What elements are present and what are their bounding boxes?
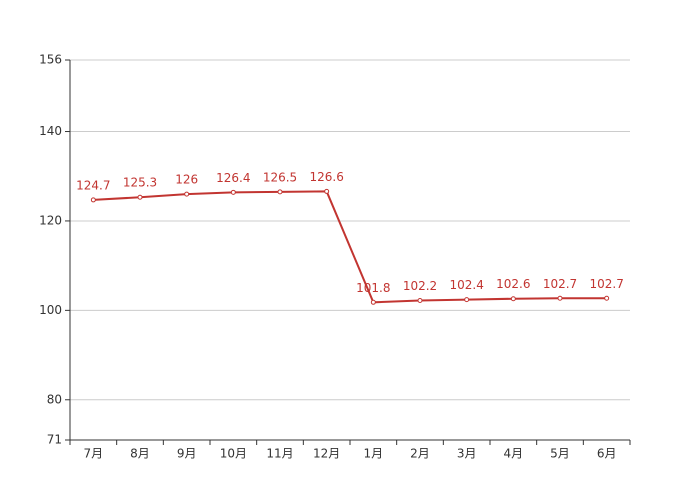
value-label: 124.7 [76,178,110,192]
x-tick-label: 11月 [266,447,293,461]
x-tick-label: 5月 [550,447,570,461]
value-label: 102.6 [496,277,530,291]
point [510,296,516,302]
point [370,299,376,305]
value-label: 101.8 [356,281,390,295]
value-label: 126 [175,173,198,187]
y-tick-label: 120 [39,213,62,227]
x-tick-label: 7月 [84,447,104,461]
x-tick-label: 3月 [457,447,477,461]
y-tick-label: 100 [39,303,62,317]
y-tick-label: 80 [47,392,62,406]
x-tick-label: 6月 [597,447,617,461]
value-label: 126.6 [309,170,343,184]
point [324,188,330,194]
x-tick-label: 1月 [364,447,384,461]
point [277,189,283,195]
x-tick-label: 9月 [177,447,197,461]
value-label: 102.7 [589,277,623,291]
value-label: 126.5 [263,170,297,184]
point [137,194,143,200]
y-tick-label: 156 [39,53,62,67]
point [604,295,610,301]
value-label: 125.3 [123,176,157,190]
point [184,191,190,197]
value-label: 102.4 [449,278,483,292]
point [417,298,423,304]
value-label: 102.2 [403,279,437,293]
point [230,189,236,195]
x-tick-label: 10月 [220,447,247,461]
y-tick-label: 71 [47,433,62,447]
y-tick-label: 140 [39,124,62,138]
x-tick-label: 8月 [130,447,150,461]
point [90,197,96,203]
value-label: 126.4 [216,171,250,185]
point [557,295,563,301]
line [93,190,607,304]
point [464,297,470,303]
x-tick-label: 12月 [313,447,340,461]
x-tick-label: 2月 [410,447,430,461]
value-label: 102.7 [543,277,577,291]
x-tick-label: 4月 [504,447,524,461]
